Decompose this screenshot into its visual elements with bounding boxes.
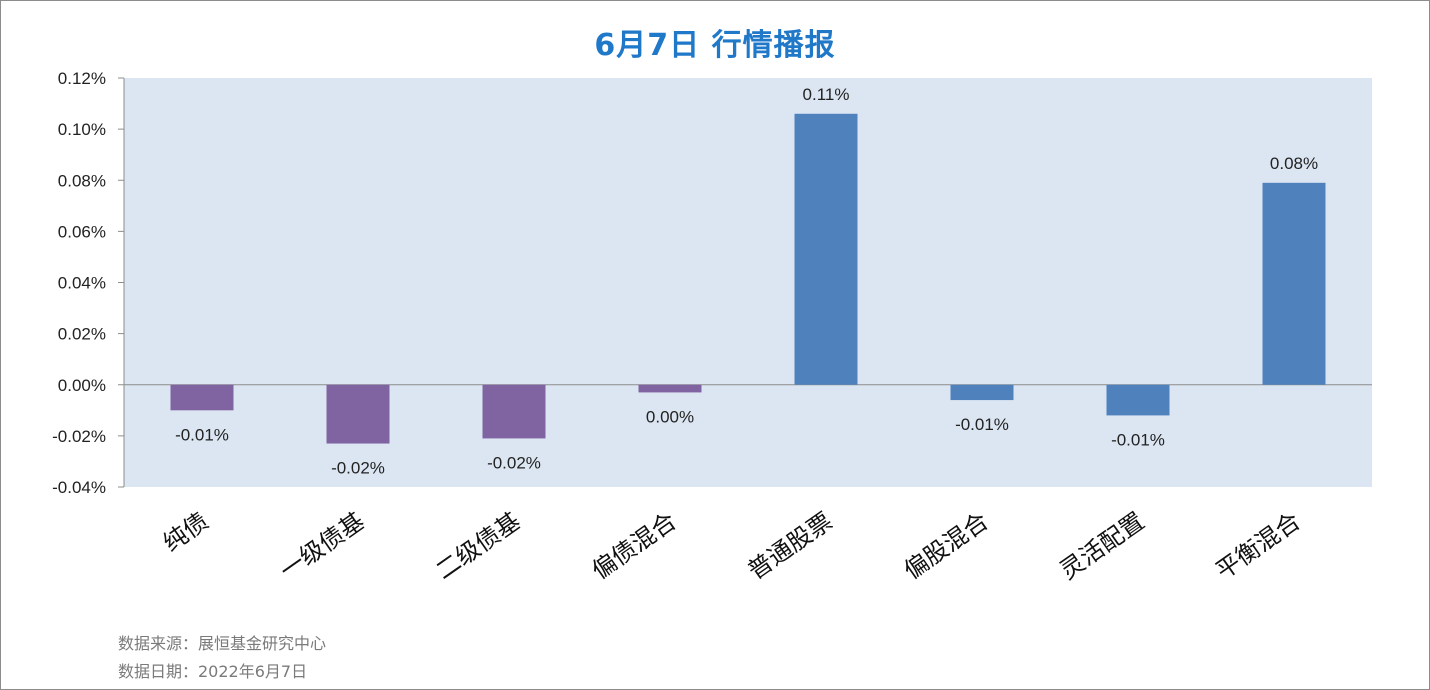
y-tick-label: 0.10% — [58, 120, 106, 139]
bar-7 — [1106, 384, 1170, 416]
data-label: 0.08% — [1270, 154, 1318, 173]
y-tick-label: 0.00% — [58, 376, 106, 395]
y-tick-label: 0.04% — [58, 274, 106, 293]
x-category-label: 偏股混合 — [899, 507, 994, 585]
data-label: -0.02% — [331, 459, 385, 478]
data-label: -0.01% — [1111, 430, 1165, 449]
x-category-label: 平衡混合 — [1211, 507, 1306, 585]
bar-4 — [638, 384, 702, 393]
x-category-label: 二级债基 — [431, 507, 526, 585]
y-tick-label: -0.04% — [52, 478, 106, 497]
x-category-label: 偏债混合 — [587, 507, 682, 585]
chart-title: 6月7日 行情播报 — [594, 28, 836, 63]
bar-2 — [326, 384, 390, 444]
data-label: 0.11% — [803, 85, 850, 104]
bar-1 — [170, 384, 234, 411]
data-label: -0.01% — [955, 415, 1009, 434]
y-tick-label: 0.02% — [58, 325, 106, 344]
data-label: 0.00% — [646, 407, 694, 426]
data-date-note: 数据日期：2022年6月7日 — [118, 662, 308, 681]
x-category-label: 纯债 — [158, 507, 213, 557]
plot-area — [124, 78, 1372, 487]
x-category-label: 一级债基 — [275, 507, 370, 585]
bar-5 — [794, 113, 858, 385]
y-tick-label: 0.12% — [58, 69, 106, 88]
data-label: -0.01% — [175, 425, 229, 444]
bar-8 — [1262, 182, 1326, 385]
bar-6 — [950, 384, 1014, 401]
y-tick-label: -0.02% — [52, 427, 106, 446]
x-category-label: 普通股票 — [743, 507, 838, 585]
y-tick-label: 0.08% — [58, 171, 106, 190]
data-source-note: 数据来源：展恒基金研究中心 — [118, 634, 327, 653]
data-label: -0.02% — [487, 453, 541, 472]
bar-3 — [482, 384, 546, 439]
x-category-label: 灵活配置 — [1055, 507, 1150, 585]
y-tick-label: 0.06% — [58, 222, 106, 241]
